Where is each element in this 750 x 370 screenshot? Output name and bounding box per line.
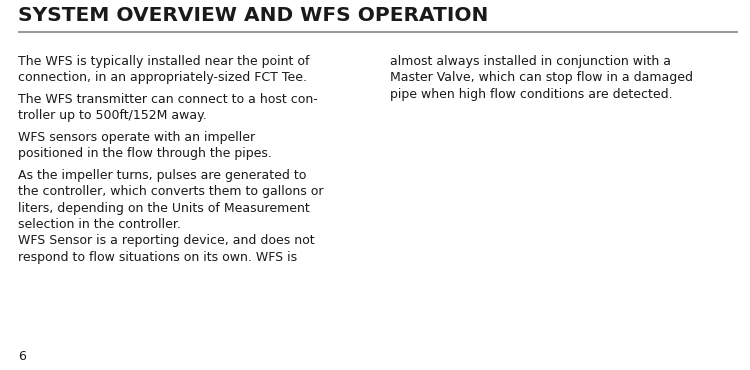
Text: As the impeller turns, pulses are generated to
the controller, which converts th: As the impeller turns, pulses are genera… (18, 169, 323, 232)
Text: 6: 6 (18, 350, 26, 363)
Text: SYSTEM OVERVIEW AND WFS OPERATION: SYSTEM OVERVIEW AND WFS OPERATION (18, 6, 488, 25)
Text: The WFS is typically installed near the point of
connection, in an appropriately: The WFS is typically installed near the … (18, 55, 310, 84)
Text: almost always installed in conjunction with a
Master Valve, which can stop flow : almost always installed in conjunction w… (390, 55, 693, 101)
Text: WFS Sensor is a reporting device, and does not
respond to flow situations on its: WFS Sensor is a reporting device, and do… (18, 234, 315, 263)
Text: The WFS transmitter can connect to a host con-
troller up to 500ft/152M away.: The WFS transmitter can connect to a hos… (18, 93, 318, 122)
Text: WFS sensors operate with an impeller
positioned in the flow through the pipes.: WFS sensors operate with an impeller pos… (18, 131, 272, 161)
